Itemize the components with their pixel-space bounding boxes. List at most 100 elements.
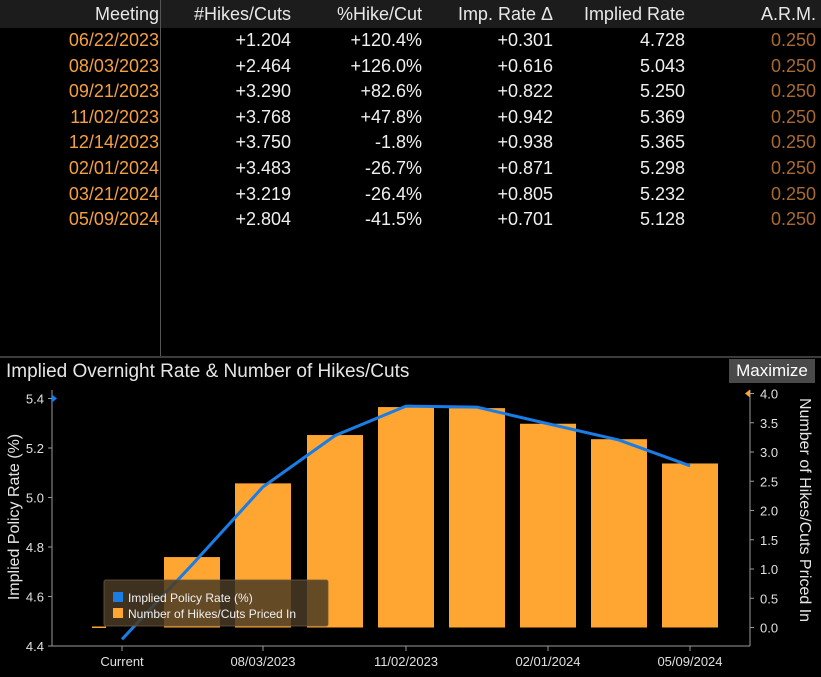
right-tick-label: 2.0 [760,504,778,519]
x-tick-label: 08/03/2023 [230,654,295,669]
legend [103,579,329,627]
x-tick-label: Current [100,654,144,669]
cell-delta: +0.822 [497,81,553,102]
chart-svg: 4.4 4.6 4.8 5.0 5.2 5.4 0.0 0.5 1.0 1.5 2.0 2.5 3.0 3… [6,387,813,670]
table-row[interactable]: 12/14/2023 +3.750 -1.8% +0.938 5.365 0.250 [0,131,821,157]
cell-hikes: +3.750 [235,132,291,153]
cell-hikes: +3.290 [235,81,291,102]
table-header: Meeting #Hikes/Cuts %Hike/Cut Imp. Rate … [0,0,821,28]
table-row[interactable]: 08/03/2023 +2.464 +126.0% +0.616 5.043 0.250 [0,55,821,81]
cell-meeting: 09/21/2023 [68,81,159,102]
column-divider [160,0,161,358]
cell-delta: +0.942 [497,106,553,127]
cell-rate: 5.043 [639,55,685,76]
table-row[interactable]: 11/02/2023 +3.768 +47.8% +0.942 5.369 0.250 [0,106,821,132]
legend-label-hikes: Number of Hikes/Cuts Priced In [128,607,296,621]
cell-arm: 0.250 [770,81,816,102]
cell-arm: 0.250 [770,55,816,76]
rate-chart[interactable]: 4.4 4.6 4.8 5.0 5.2 5.4 0.0 0.5 1.0 1.5 2.0 2.5 3.0 3… [0,382,821,672]
cell-hikes: +3.483 [235,158,291,178]
bar[interactable] [520,423,576,628]
left-axis-marker [52,394,57,403]
right-tick-label: 3.5 [760,416,778,431]
table-row[interactable]: 02/01/2024 +3.483 -26.7% +0.871 5.298 0.250 [0,157,821,183]
cell-delta: +0.701 [497,209,553,230]
left-tick-label: 5.0 [26,491,44,506]
right-axis-title: Number of Hikes/Cuts Priced In [796,398,813,622]
x-tick-label: 02/01/2024 [515,654,580,669]
header-imp-rate-delta[interactable]: Imp. Rate Δ [457,4,553,24]
cell-delta: +0.938 [497,132,553,153]
cell-meeting: 06/22/2023 [68,30,159,50]
header-hikes-cuts[interactable]: #Hikes/Cuts [193,4,291,24]
header-pct-hike-cut[interactable]: %Hike/Cut [336,4,422,24]
legend-swatch-hikes [113,608,123,618]
cell-pct: -41.5% [364,209,422,230]
left-axis-title: Implied Policy Rate (%) [6,434,23,600]
cell-hikes: +1.204 [235,30,291,50]
cell-hikes: +3.219 [235,183,291,204]
bar[interactable] [662,463,718,628]
table-row[interactable]: 03/21/2024 +3.219 -26.4% +0.805 5.232 0.250 [0,183,821,209]
cell-arm: 0.250 [770,158,816,178]
header-meeting[interactable]: Meeting [94,4,159,24]
cell-arm: 0.250 [770,132,816,153]
table-row[interactable]: 09/21/2023 +3.290 +82.6% +0.822 5.250 0.250 [0,80,821,106]
cell-pct: +82.6% [360,81,422,102]
cell-meeting: 12/14/2023 [68,132,159,153]
cell-meeting: 02/01/2024 [68,158,159,178]
cell-rate: 5.365 [639,132,685,153]
cell-pct: +47.8% [360,106,422,127]
right-tick-label: 1.0 [760,562,778,577]
legend-swatch-rate [113,592,123,602]
cell-pct: +120.4% [350,30,422,50]
header-arm[interactable]: A.R.M. [760,4,816,24]
bar[interactable] [591,439,647,628]
cell-arm: 0.250 [770,183,816,204]
table-row[interactable]: 05/09/2024 +2.804 -41.5% +0.701 5.128 0.250 [0,208,821,234]
bar[interactable] [449,408,505,628]
cell-hikes: +3.768 [235,106,291,127]
cell-hikes: +2.804 [235,209,291,230]
cell-pct: -26.7% [364,158,422,178]
right-axis-marker [745,389,750,398]
cell-arm: 0.250 [770,106,816,127]
cell-meeting: 08/03/2023 [68,55,159,76]
implied-rate-line[interactable] [120,404,691,641]
cell-rate: 4.728 [639,30,685,50]
cell-meeting: 03/21/2024 [68,183,159,204]
panel-separator [0,356,821,358]
cell-delta: +0.871 [497,158,553,178]
left-tick-label: 4.6 [26,590,44,605]
bar[interactable] [378,407,434,628]
cell-arm: 0.250 [770,209,816,230]
x-tick-label: 11/02/2023 [374,654,438,669]
table-row[interactable]: 06/22/2023 +1.204 +120.4% +0.301 4.728 0.250 [0,29,821,55]
right-tick-label: 4.0 [760,387,778,402]
cell-pct: -26.4% [364,183,422,204]
cell-rate: 5.232 [639,183,685,204]
right-tick-label: 1.5 [760,533,778,548]
right-tick-label: 0.0 [760,621,778,636]
meetings-table: Meeting #Hikes/Cuts %Hike/Cut Imp. Rate … [0,0,821,358]
cell-rate: 5.250 [639,81,685,102]
x-tick-label: 05/09/2024 [657,654,722,669]
right-tick-label: 3.0 [760,445,778,460]
legend-label-rate: Implied Policy Rate (%) [128,591,253,605]
cell-delta: +0.301 [497,30,553,50]
cell-pct: -1.8% [374,132,422,153]
right-tick-label: 2.5 [760,474,778,489]
cell-arm: 0.250 [770,30,816,50]
left-tick-label: 4.4 [26,639,44,654]
cell-delta: +0.805 [497,183,553,204]
cell-rate: 5.128 [639,209,685,230]
cell-rate: 5.369 [639,106,685,127]
header-implied-rate[interactable]: Implied Rate [583,4,685,24]
left-tick-label: 5.4 [26,392,44,407]
bar [92,626,106,628]
chart-title: Implied Overnight Rate & Number of Hikes… [6,361,410,382]
left-tick-label: 5.2 [26,441,44,456]
cell-rate: 5.298 [639,158,685,178]
maximize-button[interactable]: Maximize [729,359,815,383]
cell-meeting: 11/02/2023 [70,106,159,127]
